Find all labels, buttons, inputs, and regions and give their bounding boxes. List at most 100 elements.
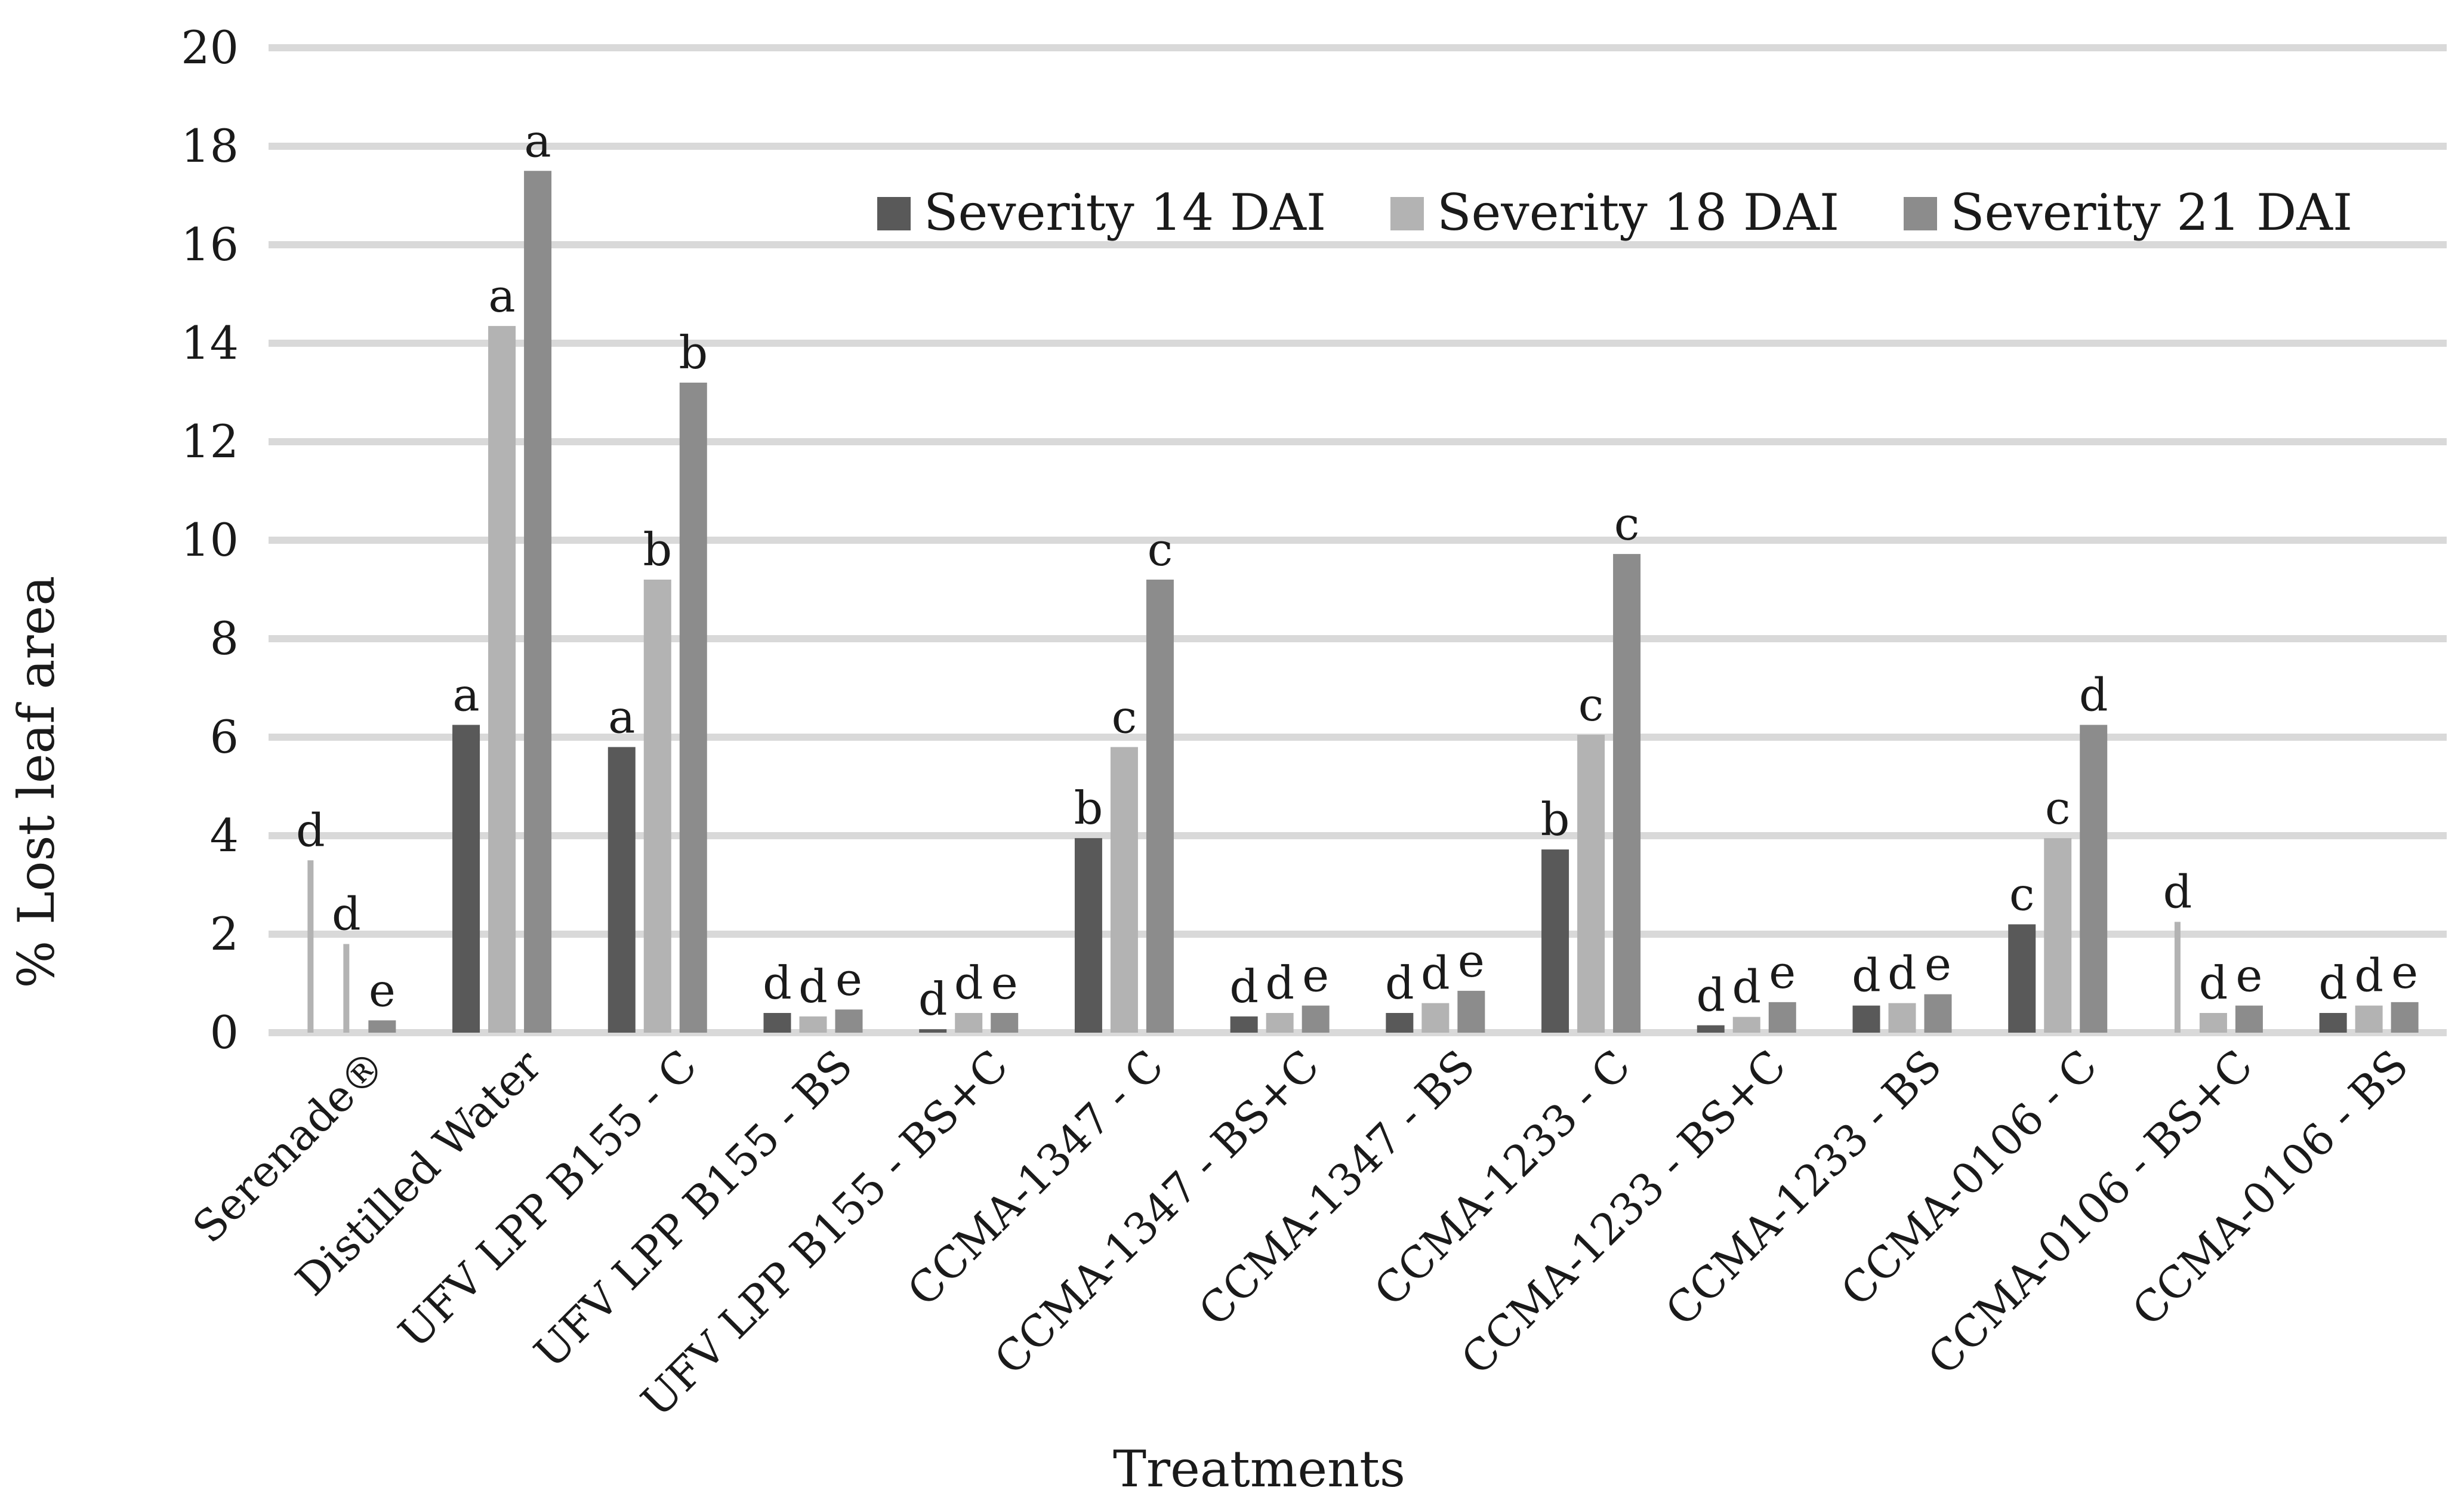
significance-letter: d [2079,668,2108,721]
bar-2-7 [1457,990,1485,1033]
category-label: CCMA-1233 - C [1365,1040,1640,1316]
significance-letter: d [1229,960,1259,1013]
bar-2-3 [835,1009,863,1033]
bar-1-2 [643,580,671,1033]
category-label: CCMA-1347 - C [898,1040,1173,1316]
bar-1-11 [2044,838,2072,1033]
bar-2-2 [679,383,707,1033]
bar-0-4 [919,1029,947,1033]
bar-2-4 [991,1013,1019,1033]
significance-letter: e [1925,938,1951,991]
bar-1-5 [1110,747,1138,1033]
bar-2-13 [2391,1002,2419,1033]
significance-letter: e [2391,946,2418,999]
bar-1-12 [2199,1013,2227,1033]
significance-letter: c [1578,678,1604,731]
legend-swatch-2 [1904,197,1937,230]
legend-swatch-0 [877,197,911,230]
bar-2-9 [1768,1002,1796,1033]
significance-letter: d [1696,969,1725,1022]
significance-letter: c [1148,523,1173,576]
y-tick-label: 6 [210,710,239,763]
y-tick-label: 12 [181,415,239,468]
bar-1-1 [488,326,516,1033]
significance-letter: b [1074,781,1103,834]
category-label: CCMA-1347 - BS [1189,1040,1485,1336]
bar-1-8 [1577,734,1605,1033]
bar-1-13 [2355,1005,2383,1033]
bar-0-2 [607,747,636,1033]
significance-letter: b [643,523,672,576]
significance-letter: c [2009,868,2035,921]
bar-2-8 [1613,554,1641,1033]
significance-letter: e [1302,949,1329,1002]
significance-letter: d [2354,949,2383,1002]
bar-0-8 [1541,849,1569,1033]
y-tick-label: 16 [181,218,239,271]
y-tick-label: 8 [210,612,239,665]
significance-letter: d [332,888,361,941]
legend: Severity 14 DAI Severity 18 DAI Severity 2… [877,183,2352,242]
significance-letter: d [763,956,792,1009]
significance-letter: e [1458,934,1485,987]
significance-letter: d [954,956,983,1009]
significance-letter: d [918,972,948,1025]
significance-letter: d [296,803,325,857]
bar-0-9 [1697,1025,1725,1033]
bar-1-10 [1888,1003,1916,1033]
significance-letter: d [1888,947,1917,1000]
y-tick-label: 4 [210,809,239,862]
legend-label: Severity 14 DAI [924,183,1326,242]
bar-0-7 [1386,1013,1414,1033]
bar-2-10 [1924,994,1952,1033]
bar-2-12 [2235,1005,2263,1033]
significance-letter: b [1541,793,1570,846]
significance-letter: a [608,691,635,744]
bar-0-1 [452,725,480,1033]
significance-letter: a [488,269,515,322]
significance-letter: e [991,956,1018,1009]
bar-2-6 [1302,1005,1330,1033]
bar-layer [307,171,2419,1033]
bar-2-11 [2080,725,2108,1033]
y-tick-label: 2 [210,907,239,960]
bar-0-5 [1074,838,1102,1033]
bar-1-3 [799,1016,827,1033]
significance-letter: c [1614,497,1640,550]
bar-1-4 [955,1013,983,1033]
significance-letter: d [1385,956,1414,1009]
legend-swatch-1 [1390,197,1424,230]
significance-letter: d [2163,865,2192,918]
significance-letter: d [1732,960,1761,1014]
significance-letter: a [452,668,479,721]
significance-letter: d [798,960,828,1013]
bar-0-6 [1230,1016,1258,1033]
legend-label: Severity 18 DAI [1437,183,1839,242]
significance-letter: d [2199,956,2228,1009]
significance-letter: e [369,963,396,1017]
category-label: UFV LPP B155 - BS [525,1040,862,1378]
y-axis-title: % Lost leaf area [7,576,66,988]
y-tick-label: 14 [181,316,239,369]
significance-letter: c [1112,691,1137,744]
bar-2-0 [368,1020,396,1033]
y-axis-ticks: 0 2 4 6 8 10 12 14 16 18 20 [181,21,239,1059]
legend-label: Severity 21 DAI [1950,183,2352,242]
y-tick-label: 20 [181,21,239,74]
bar-2-5 [1146,580,1174,1033]
significance-letter: d [1852,949,1881,1002]
bar-0-10 [1852,1005,1880,1033]
category-label: CCMA-0106 - BS [2123,1040,2418,1336]
y-tick-label: 0 [210,1006,239,1059]
bar-0-3 [763,1013,791,1033]
category-label: UFV LPP B155 - C [389,1040,707,1358]
significance-letter: e [2235,949,2262,1002]
bar-0-13 [2319,1013,2347,1033]
significance-letter: b [679,326,708,379]
x-axis-title: Treatments [1113,1440,1405,1498]
significance-letter: a [524,114,551,167]
significance-letter: e [835,953,862,1006]
significance-letter: d [2318,956,2348,1009]
bar-1-7 [1421,1003,1450,1033]
